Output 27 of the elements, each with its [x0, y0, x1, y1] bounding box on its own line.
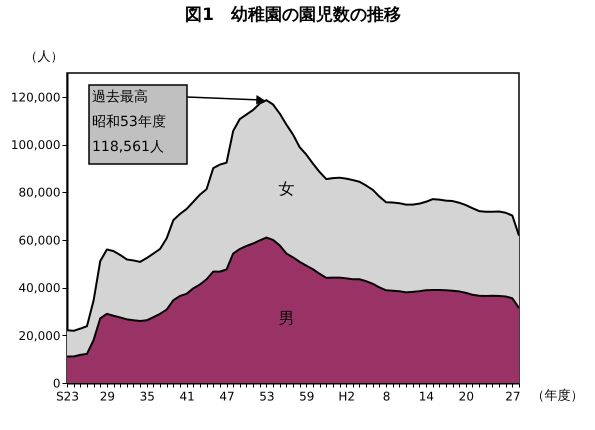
x-tick-label: S23: [56, 390, 79, 404]
x-tick-label: 35: [140, 390, 155, 404]
x-tick-label: 8: [382, 390, 390, 404]
x-tick-label: 47: [219, 390, 235, 404]
y-tick-label: 100,000: [10, 138, 60, 152]
series-label: 女: [278, 179, 294, 198]
y-tick-label: 20,000: [18, 328, 60, 343]
x-tick-label: H2: [338, 390, 356, 404]
y-tick-label: 60,000: [18, 233, 60, 248]
annotation: 昭和53年度: [92, 114, 166, 130]
y-axis-title: （人）: [24, 50, 64, 64]
x-axis-title: （年度）: [532, 388, 584, 404]
x-tick-label: 53: [259, 390, 275, 404]
y-tick-label: 40,000: [18, 281, 60, 296]
series-label: 男: [278, 308, 294, 328]
y-tick-label: 80,000: [18, 186, 60, 200]
annotation: 118,561人: [92, 139, 164, 155]
x-tick-label: 41: [180, 390, 195, 404]
x-tick-label: 29: [100, 390, 116, 404]
x-tick-label: 14: [418, 390, 434, 404]
annotation: 過去最高: [92, 89, 148, 105]
y-tick-label: 0: [52, 376, 60, 390]
chart-title: 図1 幼稚園の園児数の推移: [185, 5, 401, 25]
x-tick-label: 27: [505, 390, 520, 404]
y-tick-label: 120,000: [10, 90, 60, 104]
x-tick-label: 59: [299, 390, 314, 404]
x-tick-label: 20: [458, 390, 474, 404]
